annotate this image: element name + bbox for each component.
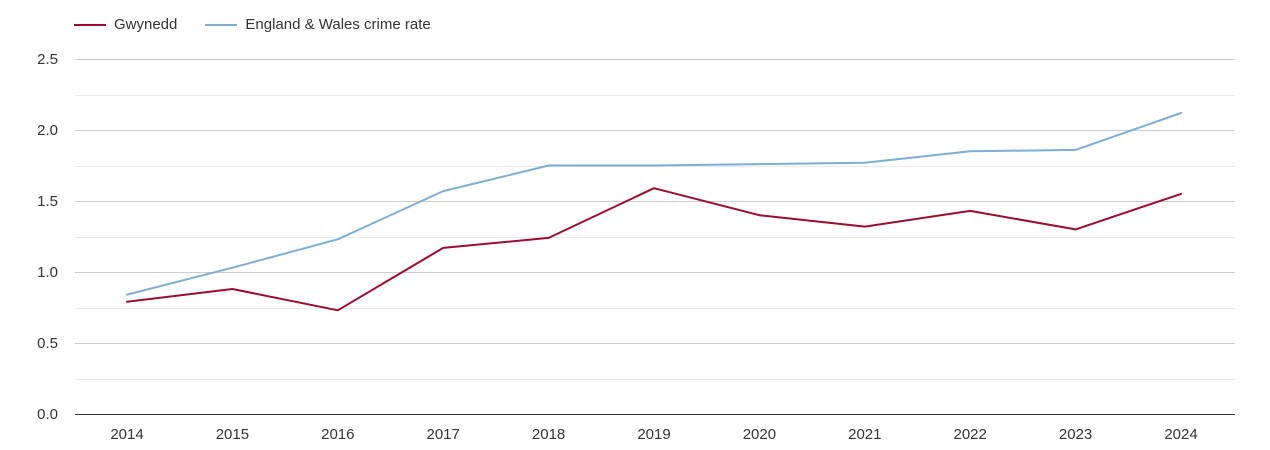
series-line-england-wales-crime-rate[interactable] [126, 112, 1182, 296]
y-tick-label: 0.5 [37, 335, 58, 352]
x-tick-label: 2022 [954, 426, 987, 443]
x-tick-label: 2016 [321, 426, 354, 443]
x-tick-label: 2021 [848, 426, 881, 443]
legend-swatch-england-wales [205, 23, 238, 26]
axes: 0.0 0.5 1.0 1.5 2.0 2.5 2014 2015 2016 2017 2018 20… [37, 51, 1235, 443]
x-tick-label: 2024 [1164, 426, 1197, 443]
legend-swatch-gwynedd [74, 23, 106, 26]
legend-label-england-wales: England & Wales crime rate [245, 16, 431, 33]
legend-label-gwynedd: Gwynedd [114, 16, 178, 33]
legend-item-gwynedd[interactable]: Gwynedd [74, 16, 177, 33]
y-tick-label: 2.5 [37, 51, 58, 68]
x-tick-label: 2014 [110, 426, 143, 443]
grid-lines [75, 59, 1235, 380]
y-tick-label: 0.0 [37, 406, 58, 423]
x-tick-label: 2015 [216, 426, 249, 443]
x-tick-label: 2019 [637, 426, 670, 443]
legend-item-england-wales[interactable]: England & Wales crime rate [205, 16, 431, 33]
chart-legend: Gwynedd England & Wales crime rate [74, 16, 459, 33]
y-tick-label: 2.0 [37, 122, 58, 139]
y-tick-label: 1.5 [37, 193, 58, 210]
x-tick-label: 2020 [743, 426, 776, 443]
x-tick-label: 2018 [532, 426, 565, 443]
x-tick-label: 2023 [1059, 426, 1092, 443]
x-tick-label: 2017 [427, 426, 460, 443]
series-lines [126, 112, 1182, 312]
series-line-gwynedd[interactable] [126, 187, 1182, 312]
y-tick-label: 1.0 [37, 264, 58, 281]
